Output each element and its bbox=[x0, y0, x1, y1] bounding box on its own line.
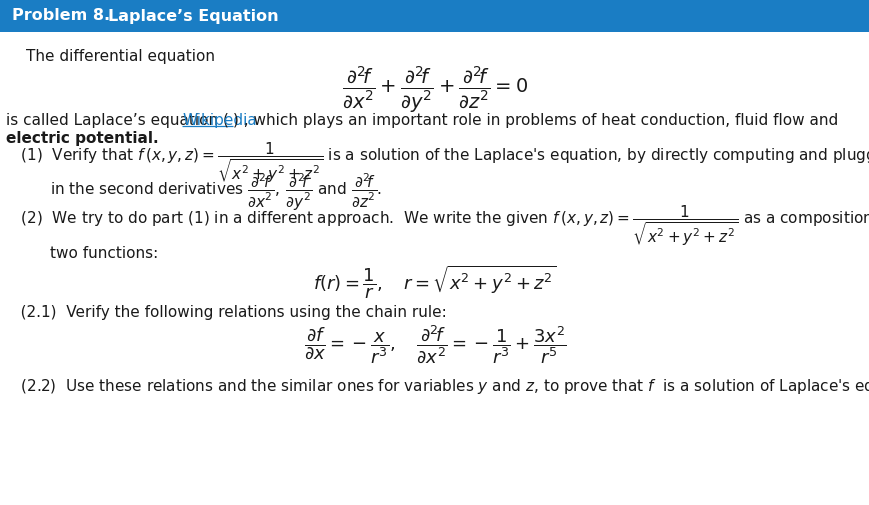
Text: The differential equation: The differential equation bbox=[26, 49, 215, 65]
Text: Problem 8.: Problem 8. bbox=[12, 9, 110, 24]
Text: $\dfrac{\partial f}{\partial x} = -\dfrac{x}{r^3},\quad\dfrac{\partial^2\! f}{\p: $\dfrac{\partial f}{\partial x} = -\dfra… bbox=[303, 324, 566, 366]
Text: $f(r) = \dfrac{1}{r},\quad r = \sqrt{x^2+y^2+z^2}$: $f(r) = \dfrac{1}{r},\quad r = \sqrt{x^2… bbox=[313, 264, 556, 300]
Text: electric potential.: electric potential. bbox=[6, 130, 158, 145]
Bar bbox=[0, 0, 869, 32]
Text: (1)  Verify that $f\,(x, y, z) = \dfrac{1}{\sqrt{x^2+y^2+z^2}}$ is a solution of: (1) Verify that $f\,(x, y, z) = \dfrac{1… bbox=[6, 141, 869, 185]
Text: (2)  We try to do part (1) in a different approach.  We write the given $f\,(x, : (2) We try to do part (1) in a different… bbox=[6, 204, 869, 248]
Text: Laplace’s Equation: Laplace’s Equation bbox=[108, 9, 278, 24]
Text: (2.1)  Verify the following relations using the chain rule:: (2.1) Verify the following relations usi… bbox=[6, 305, 447, 320]
Text: two functions:: two functions: bbox=[50, 245, 158, 261]
Text: is called Laplace’s equation (: is called Laplace’s equation ( bbox=[6, 114, 229, 128]
Text: in the second derivatives $\dfrac{\partial^2\! f}{\partial x^2},\;\dfrac{\partia: in the second derivatives $\dfrac{\parti… bbox=[50, 171, 381, 213]
Text: ) , which plays an important role in problems of heat conduction, fluid flow and: ) , which plays an important role in pro… bbox=[233, 114, 838, 128]
Text: (2.2)  Use these relations and the similar ones for variables $y$ and $z$, to pr: (2.2) Use these relations and the simila… bbox=[6, 378, 869, 396]
Text: Wikipedia: Wikipedia bbox=[182, 114, 257, 128]
Text: $\dfrac{\partial^2\! f}{\partial x^2}+\dfrac{\partial^2\! f}{\partial y^2}+\dfra: $\dfrac{\partial^2\! f}{\partial x^2}+\d… bbox=[342, 65, 527, 115]
